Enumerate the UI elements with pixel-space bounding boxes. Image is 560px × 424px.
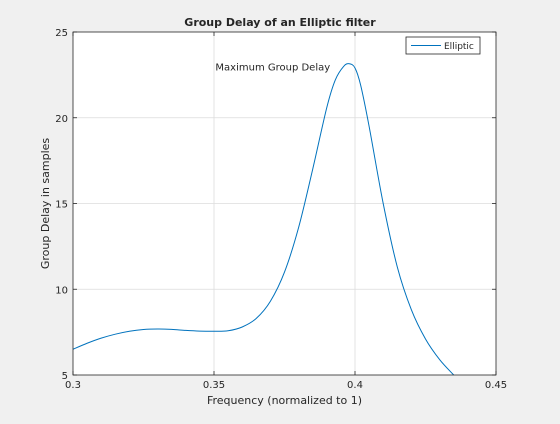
- y-tick-label: 25: [55, 28, 68, 39]
- y-axis-label: Group Delay in samples: [39, 138, 52, 270]
- legend-label-elliptic: Elliptic: [444, 42, 474, 52]
- ticks: [72, 31, 497, 376]
- y-tick-label: 10: [55, 285, 68, 296]
- y-tick-label: 15: [55, 200, 68, 211]
- x-axis-label: Frequency (normalized to 1): [207, 394, 362, 407]
- chart-title: Group Delay of an Elliptic filter: [184, 16, 376, 29]
- grid: [73, 32, 496, 375]
- x-tick-label: 0.35: [203, 380, 225, 391]
- annotation-maximum-group-delay: Maximum Group Delay: [215, 63, 330, 74]
- series-group: [72, 63, 455, 376]
- tick-labels: 0.3 0.35 0.4 0.45 5 10 15 20 25: [55, 28, 507, 391]
- y-tick-label: 20: [55, 114, 68, 125]
- y-tick-label: 5: [62, 371, 68, 382]
- x-tick-label: 0.45: [485, 380, 507, 391]
- legend: Elliptic: [405, 36, 481, 55]
- legend-box: [405, 36, 481, 55]
- x-tick-label: 0.3: [65, 380, 81, 391]
- x-tick-label: 0.4: [347, 380, 363, 391]
- series-line-elliptic: [72, 63, 455, 376]
